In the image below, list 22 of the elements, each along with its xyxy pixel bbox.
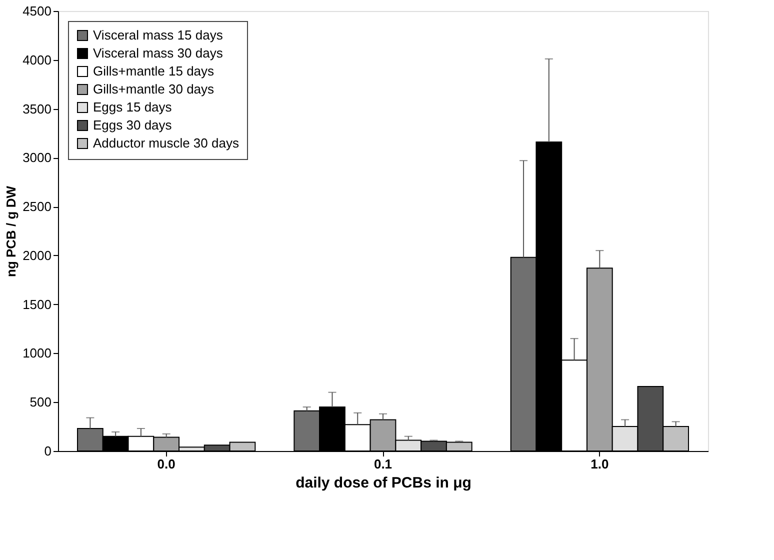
y-tick-label: 4500 [22, 4, 52, 18]
legend-label: Gills+mantle 30 days [93, 82, 215, 96]
legend-label: Adductor muscle 30 days [93, 136, 240, 150]
legend-label: Eggs 15 days [93, 100, 172, 114]
x-axis-title: daily dose of PCBs in μg [296, 474, 472, 492]
y-tick-label: 1500 [22, 296, 52, 312]
legend-label: Eggs 30 days [93, 118, 172, 132]
legend-label: Gills+mantle 15 days [93, 64, 215, 78]
x-tick-label: 1.0 [590, 456, 609, 472]
y-tick-label: 4000 [22, 52, 52, 68]
y-tick-label: 2000 [22, 248, 52, 263]
y-tick-label: 0 [44, 444, 52, 458]
x-tick-label: 0.0 [157, 456, 176, 472]
y-tick-label: 1000 [22, 346, 52, 361]
y-tick-label: 3000 [22, 150, 52, 166]
y-tick-label: 500 [30, 394, 52, 410]
legend-label: Visceral mass 15 days [93, 28, 224, 42]
x-tick-label: 0.1 [374, 456, 392, 472]
y-axis-title: ng PCB / g DW [4, 185, 19, 277]
legend-label: Visceral mass 30 days [93, 46, 224, 60]
y-tick-label: 2500 [22, 199, 52, 214]
y-tick-label: 3500 [22, 101, 52, 116]
